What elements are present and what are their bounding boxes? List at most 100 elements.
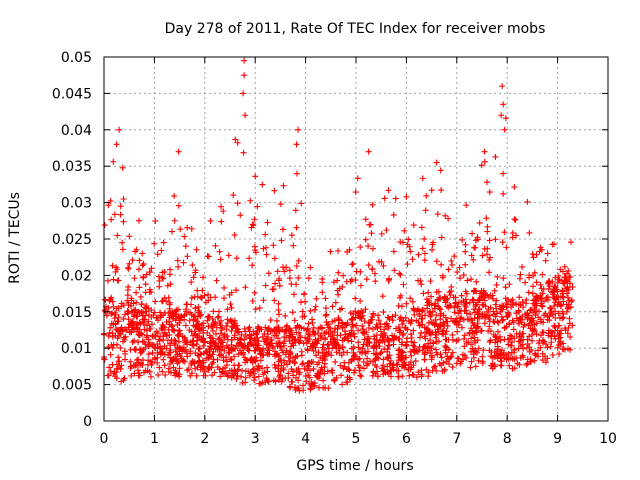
data-point	[175, 373, 182, 380]
data-point	[462, 261, 469, 268]
data-point	[109, 361, 116, 368]
data-point	[310, 347, 317, 354]
data-point	[237, 212, 244, 219]
data-point	[528, 318, 535, 325]
data-point	[475, 324, 482, 331]
data-point	[452, 299, 459, 306]
data-point	[409, 256, 416, 263]
data-point	[468, 341, 475, 348]
data-point	[500, 316, 507, 323]
data-point	[479, 252, 486, 259]
data-point	[348, 338, 355, 345]
data-point	[111, 315, 118, 322]
data-point	[201, 368, 208, 375]
data-point	[177, 226, 184, 233]
data-point	[524, 340, 531, 347]
data-point	[242, 359, 249, 366]
data-point	[413, 308, 420, 315]
data-point	[472, 339, 479, 346]
data-point	[193, 372, 200, 379]
data-point	[251, 374, 258, 381]
data-point	[297, 334, 304, 341]
data-point	[251, 336, 258, 343]
data-point	[359, 322, 366, 329]
data-point	[145, 312, 152, 319]
data-point	[356, 348, 363, 355]
data-point	[207, 343, 214, 350]
data-point	[218, 327, 225, 334]
data-point	[124, 292, 131, 299]
data-point	[118, 362, 125, 369]
data-point	[493, 297, 500, 304]
data-point	[304, 325, 311, 332]
data-point	[319, 344, 326, 351]
data-point	[307, 386, 314, 393]
data-point	[410, 362, 417, 369]
data-point	[233, 287, 240, 294]
data-point	[544, 250, 551, 257]
data-point	[424, 299, 431, 306]
data-point	[309, 319, 316, 326]
data-point	[525, 289, 532, 296]
data-point	[292, 207, 299, 214]
data-point	[479, 301, 486, 308]
data-point	[413, 348, 420, 355]
data-point	[335, 322, 342, 329]
data-point	[199, 287, 206, 294]
data-point	[212, 330, 219, 337]
data-point	[408, 338, 415, 345]
data-point	[537, 344, 544, 351]
data-point	[157, 350, 164, 357]
data-point	[486, 237, 493, 244]
data-point	[158, 298, 165, 305]
data-point	[481, 320, 488, 327]
data-point	[108, 216, 115, 223]
x-tick-label: 2	[200, 431, 209, 447]
data-point	[507, 304, 514, 311]
data-point	[368, 316, 375, 323]
data-point	[431, 364, 438, 371]
data-point	[539, 329, 546, 336]
data-point	[339, 324, 346, 331]
data-point	[564, 305, 571, 312]
data-point	[484, 251, 491, 258]
data-point	[366, 320, 373, 327]
data-point	[228, 327, 235, 334]
data-point	[406, 372, 413, 379]
data-point	[277, 372, 284, 379]
data-point	[200, 320, 207, 327]
data-point	[299, 308, 306, 315]
data-point	[517, 354, 524, 361]
data-point	[184, 253, 191, 260]
data-point	[114, 365, 121, 372]
data-point	[528, 337, 535, 344]
data-point	[381, 326, 388, 333]
y-tick-label: 0.01	[61, 341, 92, 357]
data-point	[334, 332, 341, 339]
data-point	[439, 274, 446, 281]
data-point	[470, 322, 477, 329]
data-point	[412, 358, 419, 365]
data-point	[127, 365, 134, 372]
data-point	[151, 240, 158, 247]
data-point	[251, 377, 258, 384]
data-point	[261, 369, 268, 376]
data-point	[442, 297, 449, 304]
data-point	[443, 336, 450, 343]
data-point	[307, 264, 314, 271]
data-point	[116, 126, 123, 133]
data-point	[415, 319, 422, 326]
data-point	[488, 363, 495, 370]
x-tick-label: 9	[553, 431, 562, 447]
data-point	[109, 262, 116, 269]
data-point	[492, 236, 499, 243]
data-point	[160, 239, 167, 246]
data-point	[112, 311, 119, 318]
data-point	[400, 330, 407, 337]
data-point	[145, 318, 152, 325]
data-point	[288, 343, 295, 350]
data-point	[249, 221, 256, 228]
data-point	[379, 293, 386, 300]
data-point	[196, 309, 203, 316]
data-point	[365, 348, 372, 355]
